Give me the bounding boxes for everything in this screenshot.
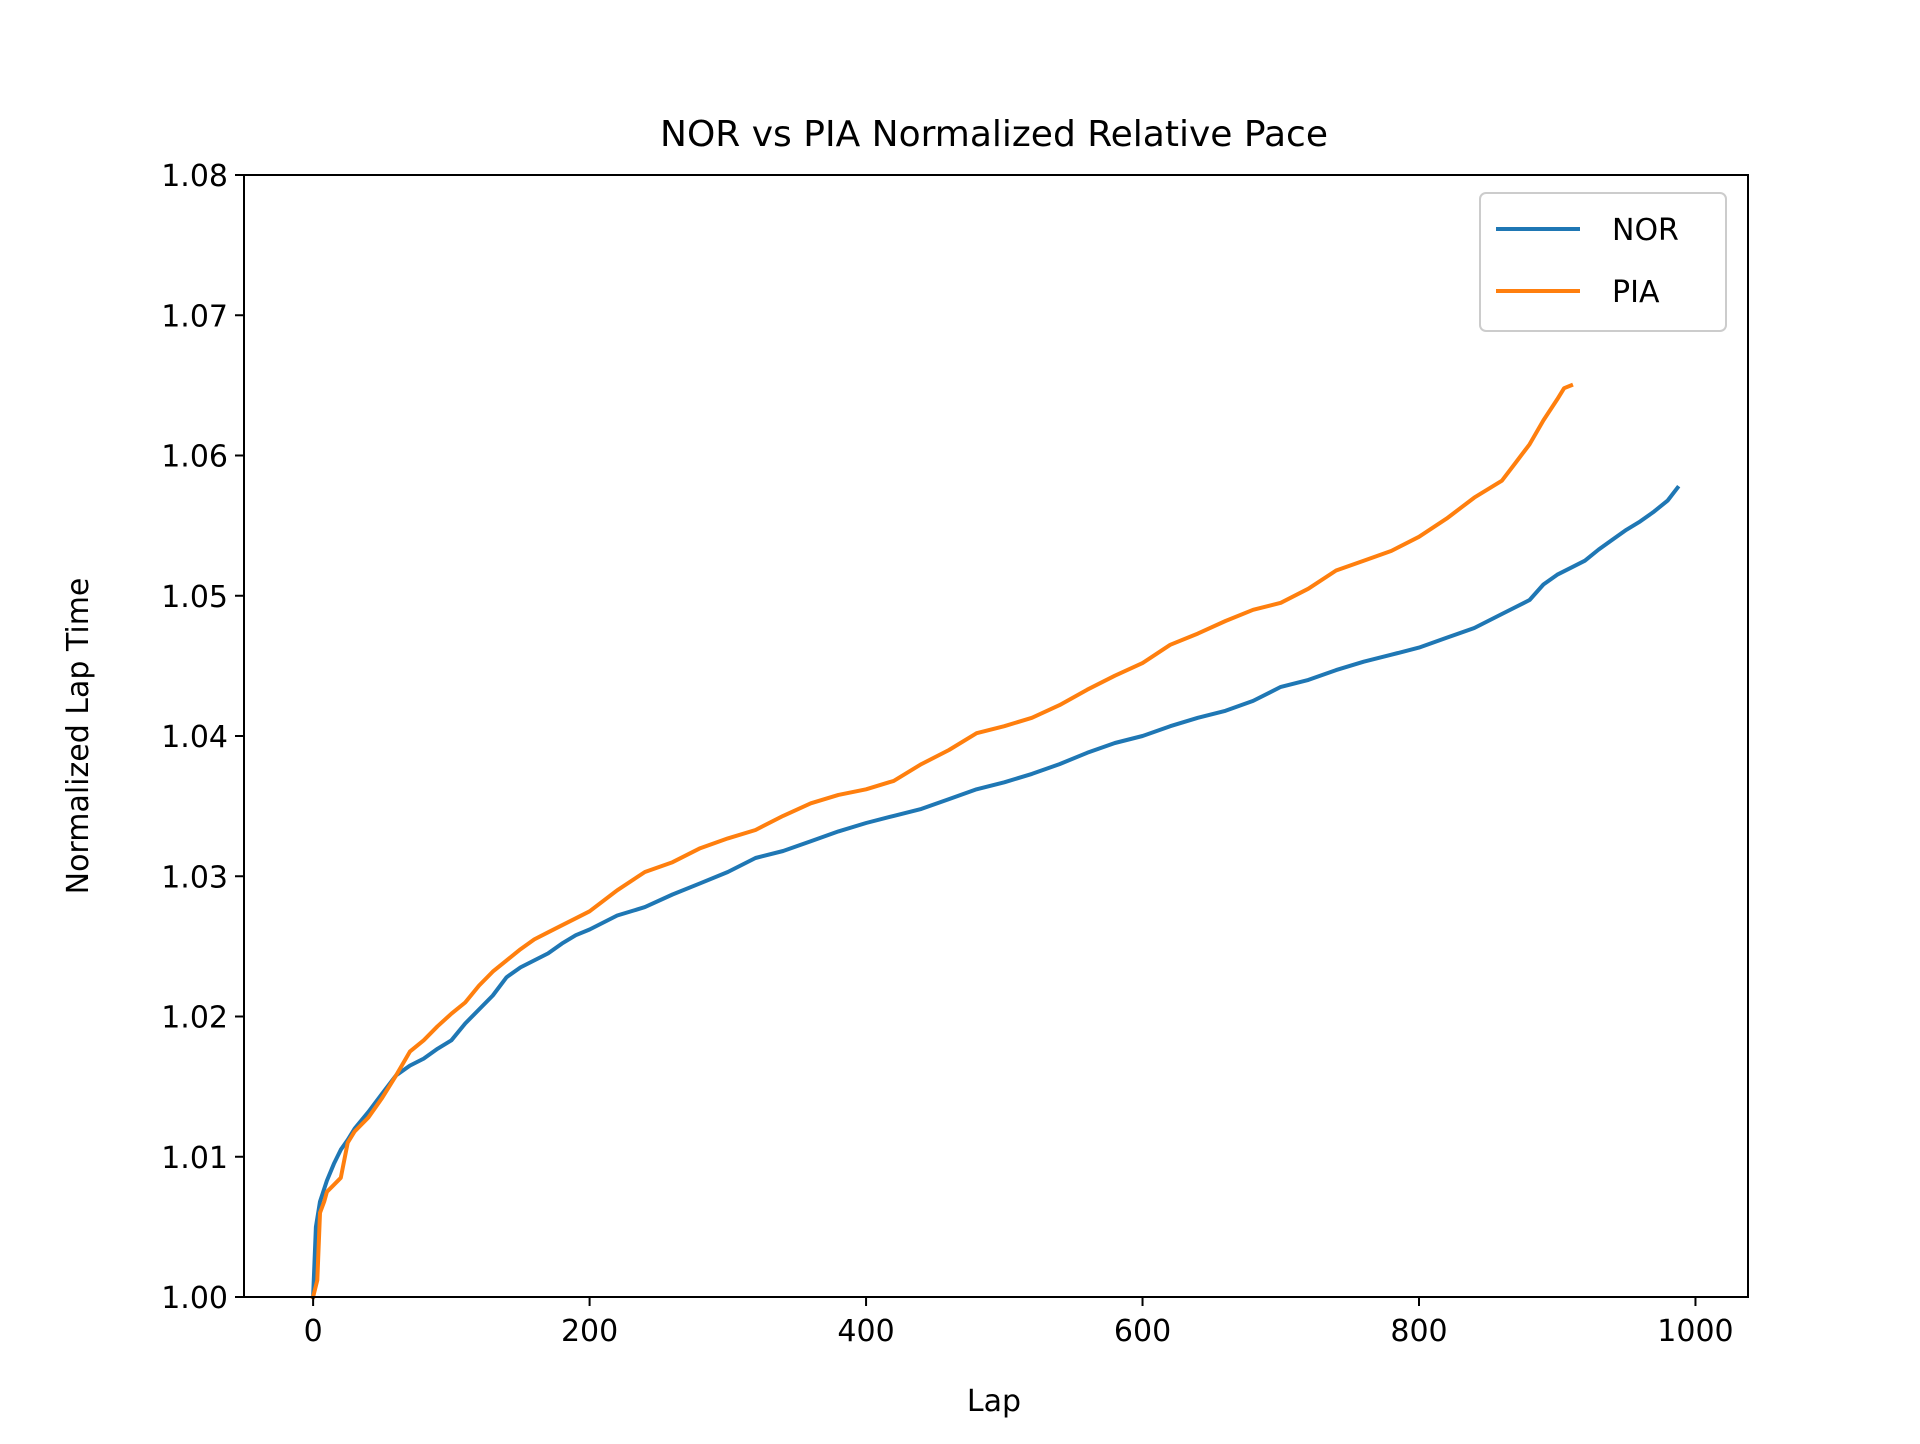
x-tick-label: 400 <box>837 1314 894 1349</box>
chart-title: NOR vs PIA Normalized Relative Pace <box>660 114 1328 155</box>
y-tick-label: 1.03 <box>161 860 228 895</box>
x-tick-label: 800 <box>1390 1314 1447 1349</box>
legend-label-nor: NOR <box>1612 213 1679 248</box>
y-tick-label: 1.05 <box>161 580 228 615</box>
series-layer <box>310 382 1681 1300</box>
x-tick-label: 1000 <box>1657 1314 1733 1349</box>
y-tick-label: 1.00 <box>161 1281 228 1316</box>
y-tick-label: 1.01 <box>161 1141 228 1176</box>
x-tick-label: 600 <box>1114 1314 1171 1349</box>
x-axis-ticks: 0 200 400 600 800 1000 <box>304 1297 1734 1349</box>
y-axis-ticks: 1.00 1.01 1.02 1.03 1.04 1.05 1.06 1.07 1.08 <box>161 159 244 1316</box>
x-tick-label: 200 <box>561 1314 618 1349</box>
legend-box <box>1479 192 1727 332</box>
y-tick-label: 1.08 <box>161 159 228 194</box>
legend: NOR PIA <box>1479 192 1727 332</box>
legend-label-pia: PIA <box>1612 275 1660 310</box>
x-axis-label: Lap <box>967 1384 1021 1419</box>
x-tick-label: 0 <box>304 1314 323 1349</box>
series-line-nor <box>311 484 1681 1300</box>
y-axis-label: Normalized Lap Time <box>61 578 96 895</box>
y-tick-label: 1.06 <box>161 440 228 475</box>
y-tick-label: 1.02 <box>161 1001 228 1036</box>
legend-items: NOR PIA <box>1496 213 1679 310</box>
y-tick-label: 1.07 <box>161 299 228 334</box>
series-line-pia <box>310 382 1574 1300</box>
y-tick-label: 1.04 <box>161 720 228 755</box>
